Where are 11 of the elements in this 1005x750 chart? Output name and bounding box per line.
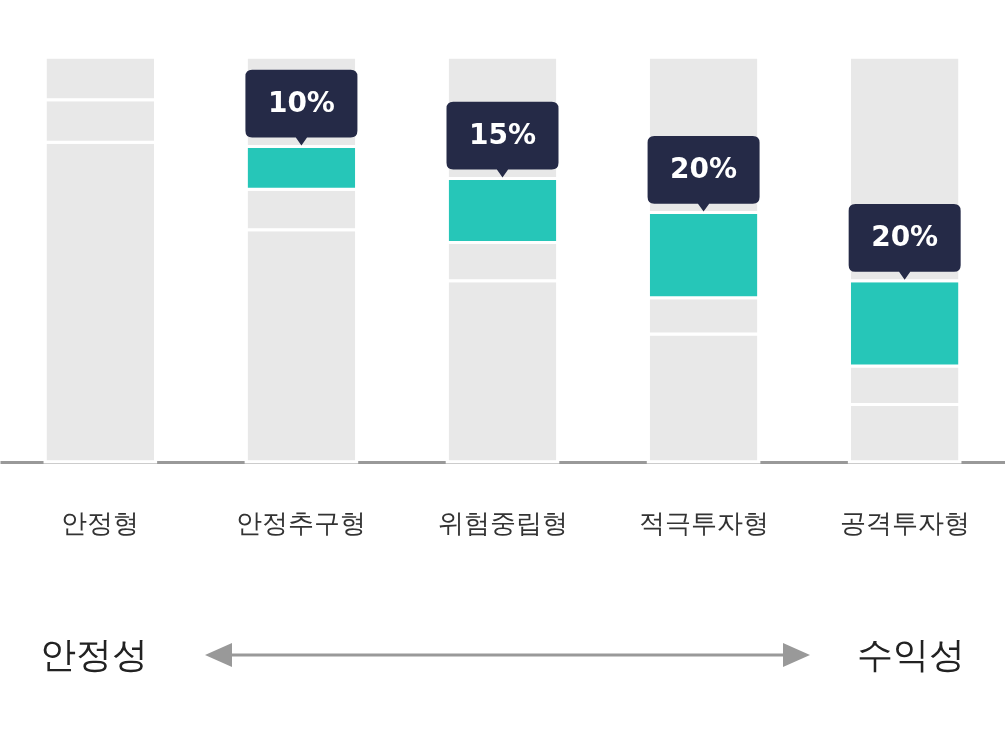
text: 안정성 <box>40 633 148 677</box>
x-tick-label: 적극투자형 <box>638 507 769 538</box>
x-tick-label: 안정추구형 <box>236 507 367 538</box>
x-tick-label: 공격투자형 <box>839 507 970 538</box>
text: 수익성 <box>857 633 965 677</box>
x-tick-label: 안정형 <box>61 507 140 538</box>
data-label: 20% <box>871 219 939 253</box>
data-label: 15% <box>468 117 537 151</box>
x-tick-label: 위험중립형 <box>437 507 568 538</box>
data-label: 10% <box>267 85 335 119</box>
data-label: 20% <box>670 151 738 185</box>
